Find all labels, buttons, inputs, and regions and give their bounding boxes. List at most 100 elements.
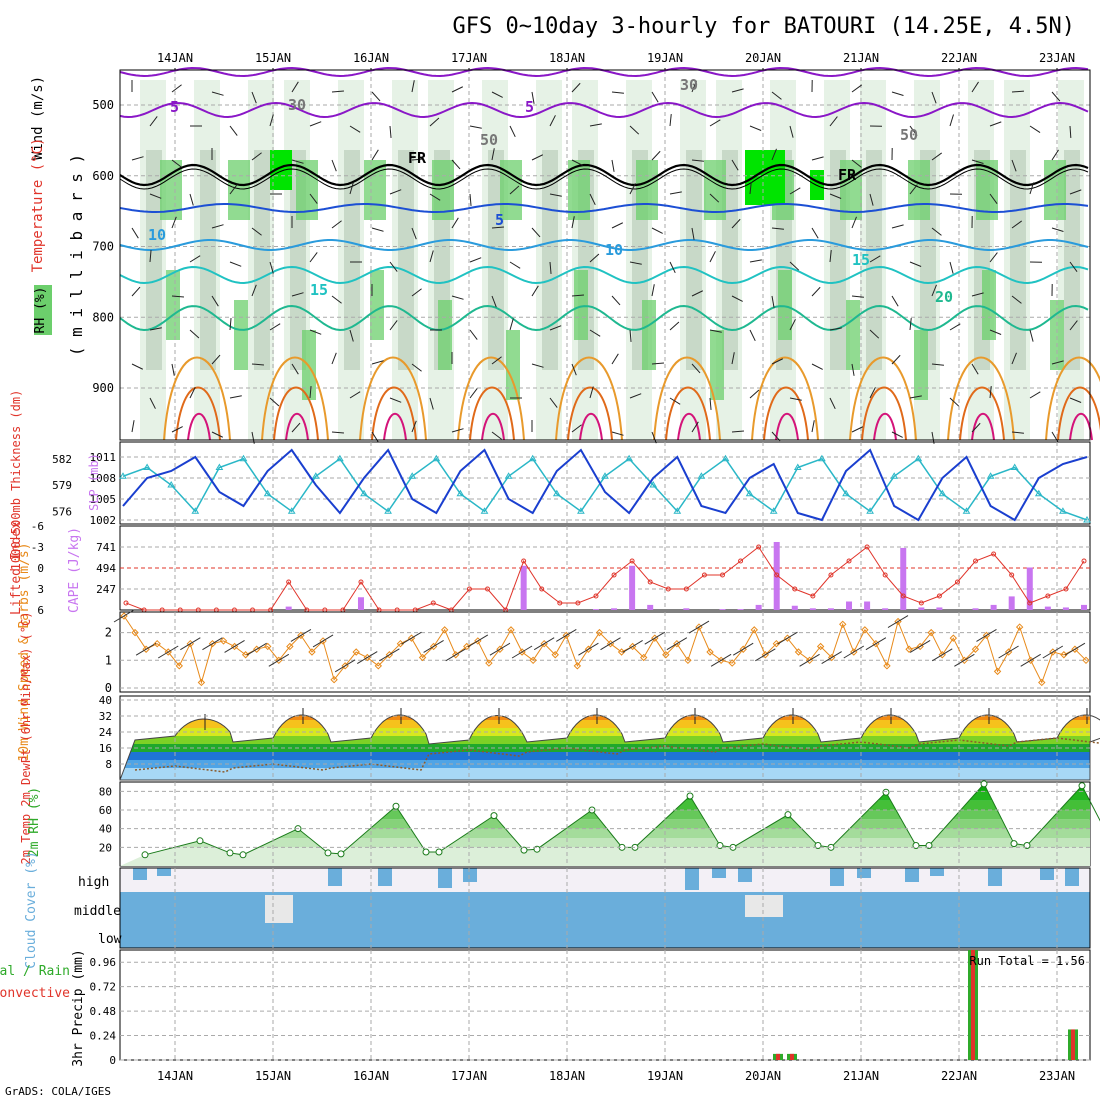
thickness-marker	[1059, 507, 1067, 514]
wind-barb	[331, 90, 344, 93]
wind-barb	[611, 91, 624, 94]
lifted-index-marker	[1027, 600, 1033, 606]
thickness-marker	[745, 489, 754, 497]
wind-barb	[931, 284, 937, 297]
wind-barb-10m	[268, 653, 290, 667]
wind-barb	[211, 431, 224, 438]
wind-barb	[869, 387, 876, 399]
date-label-top: 18JAN	[549, 51, 585, 65]
thickness-marker	[938, 489, 947, 497]
temp-contour-arch-magenta	[579, 412, 603, 441]
rh-band	[120, 819, 1090, 829]
wind-barb	[651, 150, 661, 161]
cloud-high-bar	[157, 868, 171, 876]
wind-barb	[189, 193, 194, 206]
lifted-index-marker	[719, 572, 725, 578]
chart-title: GFS 0~10day 3-hourly for BATOURI (14.25E…	[452, 14, 1075, 39]
rh-marker	[1010, 840, 1018, 848]
temp-contour-arch-darkorange	[861, 386, 907, 441]
wind-barb	[989, 193, 998, 205]
wind-barb	[611, 295, 621, 306]
cape-bar	[285, 606, 292, 610]
wind-barb	[811, 156, 824, 161]
wind-barb	[891, 354, 901, 365]
date-label-bottom: 18JAN	[549, 1069, 585, 1083]
wind-speed-marker	[1015, 623, 1024, 631]
cloud-high-bar	[738, 868, 752, 882]
cloud-high-bar	[830, 868, 844, 886]
temp-contour-arch-orange	[849, 356, 917, 441]
wind-barb-10m	[246, 642, 267, 656]
cape-bar	[520, 565, 527, 610]
wind-barb-10m	[135, 642, 157, 656]
thickness-marker	[914, 454, 923, 462]
wind-barb	[131, 363, 144, 370]
cape-bar	[737, 609, 744, 610]
wind-barb	[349, 391, 361, 399]
cape-bar	[1081, 604, 1087, 610]
wind-speed-marker	[927, 628, 935, 637]
wind-barb	[691, 227, 695, 240]
wind-speed-marker	[308, 648, 316, 656]
cloud-high-bar	[133, 868, 147, 880]
wind-barb	[749, 125, 762, 131]
wind-barb	[971, 363, 979, 375]
wind-barb-10m	[821, 651, 842, 664]
wind-barb	[131, 286, 141, 297]
lifted-index-marker	[954, 579, 960, 585]
wind-barb	[451, 428, 464, 433]
pressure-tick-label: 700	[92, 240, 114, 254]
wind-barb	[531, 91, 535, 104]
thickness-marker	[528, 454, 537, 462]
wind-barb	[371, 91, 381, 102]
date-label-top: 15JAN	[255, 51, 291, 65]
wind-barb	[1011, 159, 1017, 172]
wind-speed-marker	[839, 620, 847, 629]
wind-barb	[989, 386, 992, 399]
temp-tick-label: 40	[99, 694, 112, 707]
lifted-index-marker	[593, 593, 599, 599]
rh-marker	[784, 811, 792, 819]
wind-barb	[131, 227, 139, 239]
cloud-high-bar	[905, 868, 919, 882]
wind-barb	[971, 81, 979, 93]
precip-panel-frame	[119, 949, 1091, 1061]
lifted-index-marker	[918, 600, 924, 606]
wind-barb	[731, 218, 741, 229]
temp-contour-arch-magenta	[285, 412, 309, 441]
wind-barb	[851, 159, 862, 168]
rh-band	[120, 791, 1090, 801]
date-label-top: 19JAN	[647, 51, 683, 65]
cloud-high-bar	[712, 868, 726, 878]
contour-label: FR	[838, 166, 857, 184]
wind-barb	[131, 156, 144, 161]
wind-speed-marker	[352, 648, 360, 656]
rh-band-green-low	[914, 330, 928, 400]
wind-barb	[1051, 91, 1061, 102]
rh-band-mid	[686, 150, 702, 370]
wind-barb	[1029, 125, 1041, 133]
wind-barb	[291, 292, 304, 297]
wind-barb	[331, 352, 337, 365]
wind-barb	[589, 329, 601, 337]
wind-barb	[531, 285, 539, 297]
wind-barb	[171, 216, 177, 229]
precip-convective-bar	[1071, 1029, 1075, 1060]
wind-barb-10m	[954, 653, 975, 667]
thickness-marker	[1083, 516, 1091, 523]
wind-barb	[909, 318, 912, 331]
wind-barb	[691, 159, 704, 162]
wind-barb	[651, 362, 664, 365]
ylabel-wind: Wind (m/s)	[30, 76, 46, 160]
thickness-marker	[649, 481, 658, 488]
lifted-index-marker	[774, 572, 780, 578]
wind-barb	[669, 321, 680, 331]
lifted-index-marker	[647, 579, 653, 585]
wind-barb	[149, 397, 156, 409]
rh-band-mid	[1010, 150, 1026, 370]
wind-barb	[611, 431, 624, 436]
temp-band	[120, 752, 1090, 760]
ylabel-rh: RH (%)	[33, 287, 48, 334]
wind-speed-line	[123, 615, 1087, 685]
rh-band-green	[296, 160, 318, 220]
